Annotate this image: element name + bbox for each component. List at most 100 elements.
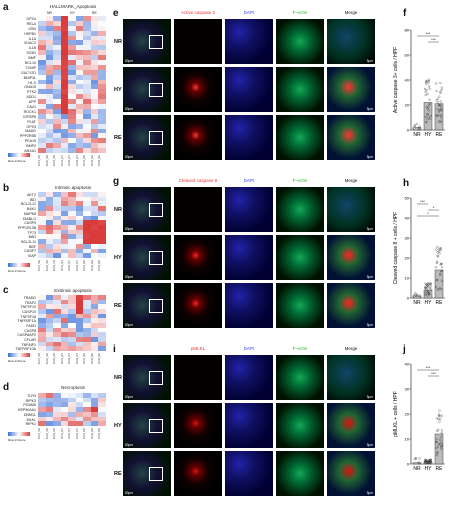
- data-point: [416, 293, 419, 296]
- heatmap-cell: [75, 133, 84, 139]
- gene-label: BMF: [28, 56, 36, 61]
- data-point: [440, 448, 443, 451]
- data-point: [414, 294, 417, 297]
- gene-label: GSN: [28, 26, 36, 31]
- bar-hy: [423, 289, 433, 299]
- heatmap-cell: [38, 225, 46, 230]
- data-point: [413, 293, 416, 296]
- heatmap-d: [38, 393, 106, 426]
- gene-label: BMP2: [26, 144, 36, 149]
- heatmap-cell: [60, 229, 69, 235]
- zscore-scale-label-b: Row Z-Score: [8, 269, 26, 273]
- micrograph-i-re-4: 5µm: [326, 450, 376, 497]
- heatmap-cell: [60, 89, 69, 95]
- heatmap-cell: [60, 94, 69, 100]
- heatmap-cell: [75, 248, 84, 254]
- heatmap-cell: [83, 30, 91, 36]
- heatmap-cell: [68, 143, 76, 149]
- data-point: [424, 88, 427, 91]
- heatmap-cell: [90, 421, 99, 426]
- data-point: [428, 459, 431, 462]
- column-title: Active caspase 3: [180, 10, 216, 15]
- y-tick-label: 20: [405, 411, 410, 416]
- heatmap-cell: [53, 411, 61, 417]
- gene-label: TNFAIP1: [21, 342, 36, 347]
- heatmap-cell: [75, 416, 84, 422]
- heatmap-cell: [45, 104, 54, 109]
- micrograph-g-re-2: [224, 282, 274, 329]
- heatmap-cell: [60, 411, 69, 417]
- heatmap-cell: [83, 20, 91, 26]
- heatmap-cell: [53, 74, 61, 80]
- heatmap-cell: [38, 336, 46, 342]
- scale-bar-label: 5µm: [366, 59, 373, 63]
- heatmap-cell: [68, 421, 76, 426]
- gene-label: BBF: [29, 244, 36, 249]
- heatmap-cell: [75, 201, 84, 207]
- heatmap-cell: [53, 299, 61, 305]
- data-point: [415, 294, 418, 297]
- gene-label: PEA15: [24, 139, 36, 144]
- heatmap-cell: [53, 89, 61, 95]
- gene-label: DIABLO: [22, 216, 36, 221]
- x-tick-label: NR: [413, 132, 421, 138]
- heatmap-cell: [53, 397, 61, 403]
- y-tick-label: 80: [405, 27, 410, 32]
- heatmap-cell: [83, 89, 91, 95]
- data-point: [437, 120, 440, 123]
- heatmap-cell: [75, 45, 84, 51]
- heatmap-cell: [83, 55, 91, 61]
- data-point: [415, 123, 418, 126]
- zoom-region-box: [149, 299, 163, 313]
- heatmap-cell: [90, 416, 99, 422]
- data-point: [439, 109, 442, 112]
- heatmap-cell: [68, 229, 76, 235]
- heatmap-cell: [60, 313, 69, 319]
- gene-label: XIAP: [27, 254, 36, 259]
- y-tick-label: 0: [407, 127, 410, 132]
- data-point: [415, 457, 418, 460]
- heatmap-cell: [90, 393, 99, 398]
- heatmap-cell: [60, 108, 69, 114]
- heatmap-cell: [68, 234, 76, 240]
- bar-re: [434, 103, 444, 131]
- heatmap-cell: [90, 308, 99, 314]
- heatmap-cell: [75, 327, 84, 333]
- heatmap-cell: [45, 346, 54, 351]
- heatmap-cell: [83, 234, 91, 240]
- heatmap-cell: [98, 393, 106, 398]
- heatmap-cell: [98, 99, 106, 105]
- heatmap-cell: [83, 346, 91, 351]
- data-point: [429, 282, 432, 286]
- heatmap-cell: [38, 143, 46, 149]
- heatmap-cell: [45, 25, 54, 31]
- micrograph-g-nr-3: [275, 186, 325, 233]
- heatmap-cell: [60, 407, 69, 412]
- heatmap-cell: [38, 84, 46, 90]
- heatmap-cell: [90, 243, 99, 249]
- heatmap-cell: [90, 196, 99, 202]
- heatmap-cell: [38, 30, 46, 36]
- heatmap-cell: [53, 229, 61, 235]
- data-point: [436, 451, 439, 454]
- heatmap-b: [38, 192, 106, 258]
- zoom-region-box: [149, 467, 163, 481]
- micrograph-g-re-1: [173, 282, 223, 329]
- data-point: [440, 445, 443, 448]
- data-point: [424, 459, 427, 462]
- data-point: [438, 95, 441, 98]
- micrograph-i-hy-0: 50µm: [122, 402, 172, 449]
- panel-label-h: h: [403, 178, 410, 189]
- heatmap-cell: [75, 341, 84, 347]
- gene-label: PTK2: [27, 90, 36, 95]
- heatmap-cell: [75, 79, 84, 85]
- heatmap-cell: [75, 313, 84, 319]
- data-point: [440, 441, 443, 444]
- gene-label: MAPK8: [23, 211, 36, 216]
- heatmap-cell: [45, 45, 54, 51]
- gene-label: IGFBP6: [23, 114, 36, 119]
- heatmap-cell: [53, 148, 61, 153]
- gene-label: RIPK1: [25, 422, 36, 427]
- micrograph-e-hy-2: [224, 66, 274, 113]
- data-point: [436, 288, 439, 291]
